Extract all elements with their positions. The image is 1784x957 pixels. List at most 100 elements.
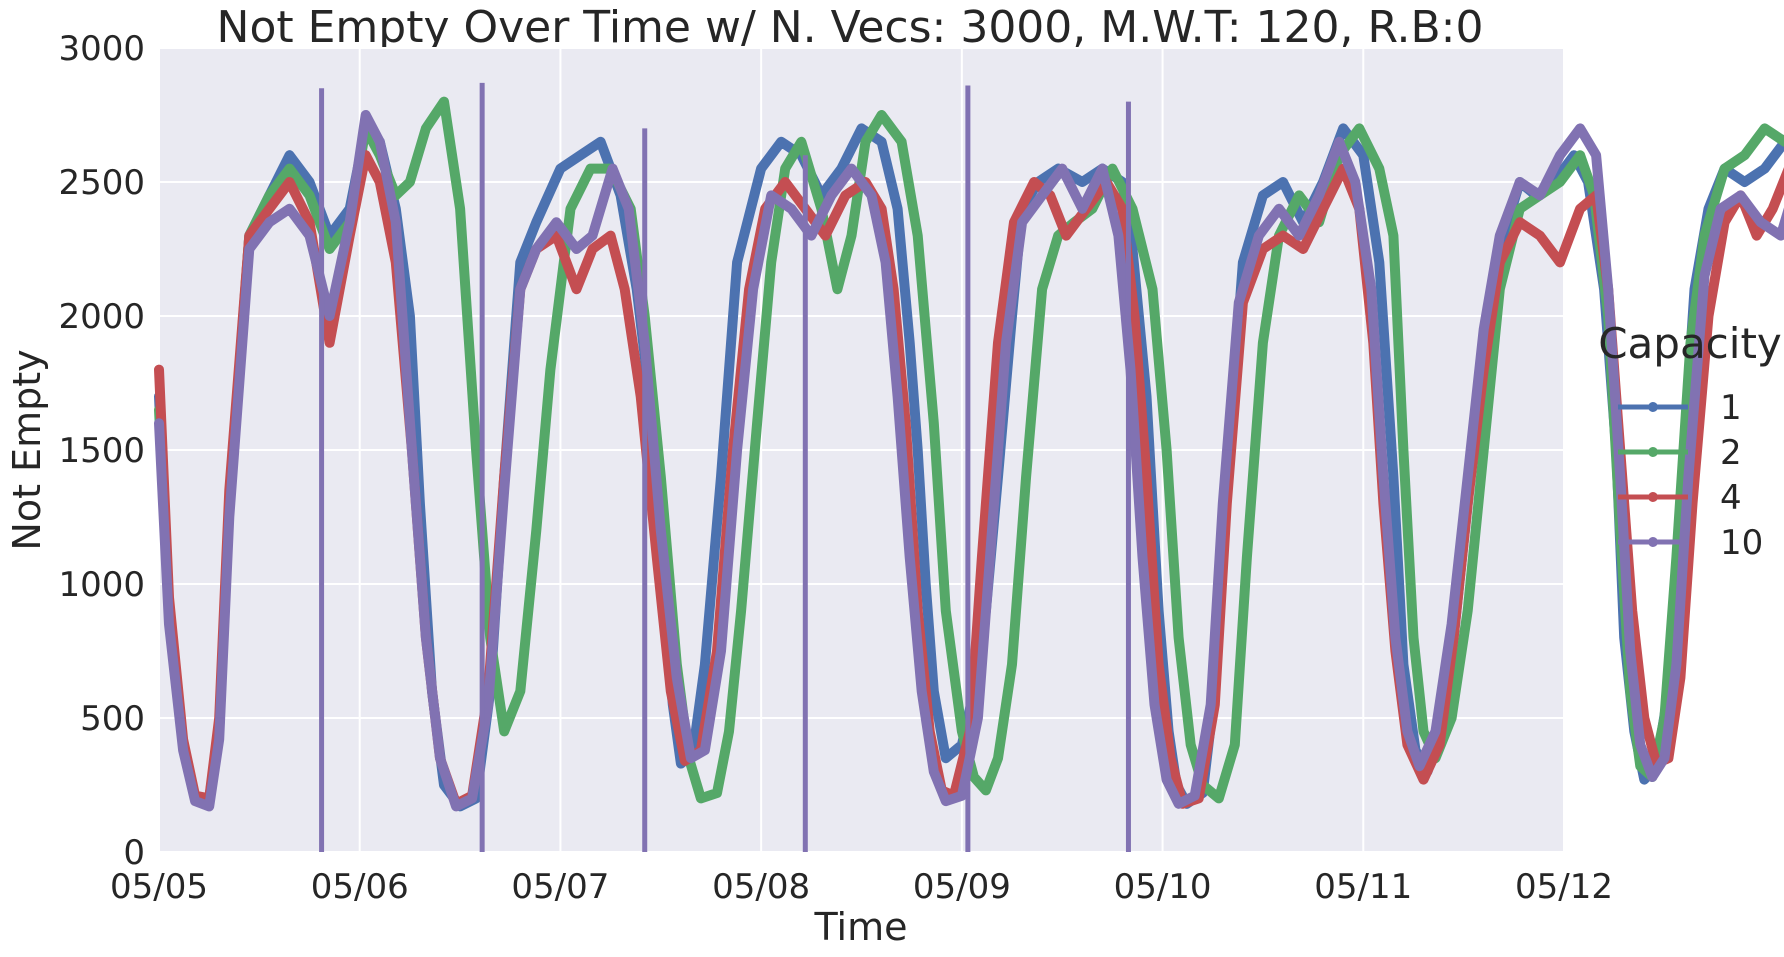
data-point	[556, 164, 565, 173]
data-point	[191, 797, 200, 806]
data-point	[285, 204, 294, 213]
y-tick-label: 2000	[58, 297, 145, 337]
data-point	[305, 218, 314, 227]
x-tick-label: 05/05	[110, 867, 208, 907]
data-point	[1008, 660, 1016, 669]
data-point	[941, 606, 950, 615]
data-point	[546, 365, 555, 374]
data-point	[1148, 285, 1157, 294]
data-point	[407, 446, 416, 454]
legend-marker	[1648, 447, 1658, 457]
data-point	[881, 258, 890, 267]
data-point	[225, 513, 234, 521]
data-point	[1704, 312, 1713, 320]
data-point	[1604, 285, 1613, 294]
series-10	[154, 82, 1784, 852]
data-point	[1258, 245, 1267, 253]
y-tick-label: 500	[80, 699, 145, 739]
data-point	[1776, 231, 1784, 240]
data-point	[1389, 472, 1398, 481]
data-point	[994, 338, 1002, 347]
data-point	[767, 191, 776, 200]
data-point	[1339, 124, 1348, 133]
data-point	[1206, 700, 1215, 709]
data-point	[781, 178, 790, 186]
data-point	[1535, 191, 1544, 200]
data-point	[391, 218, 400, 227]
data-point	[1556, 178, 1564, 186]
x-tick-label: 05/11	[1314, 867, 1412, 907]
data-point	[361, 111, 370, 119]
data-point	[1130, 312, 1139, 320]
data-point	[929, 687, 938, 696]
x-tick-label: 05/08	[712, 867, 810, 907]
data-point	[1058, 164, 1067, 173]
data-point	[877, 137, 886, 146]
data-point	[893, 204, 902, 213]
data-point	[1375, 164, 1384, 173]
data-point	[1295, 191, 1304, 200]
data-point	[957, 791, 966, 800]
data-point	[620, 285, 629, 294]
x-tick-label: 05/10	[1114, 867, 1212, 907]
data-point	[1242, 553, 1251, 562]
data-point	[325, 245, 334, 253]
data-point	[672, 673, 681, 682]
data-point	[1186, 740, 1195, 749]
data-point	[516, 258, 525, 267]
data-point	[345, 218, 354, 227]
data-point	[1431, 727, 1440, 736]
data-point	[1162, 446, 1171, 454]
data-point	[1038, 285, 1047, 294]
data-point	[452, 802, 461, 811]
data-point	[1672, 660, 1681, 669]
y-tick-label: 3000	[58, 29, 145, 69]
data-point	[797, 137, 806, 146]
data-point	[532, 526, 541, 535]
data-point	[155, 419, 163, 428]
data-point	[905, 553, 914, 562]
data-point	[1379, 472, 1388, 481]
y-tick-label: 2500	[58, 163, 145, 203]
y-axis-label: Not Empty	[5, 349, 49, 550]
data-point	[733, 258, 742, 267]
data-point	[1592, 151, 1601, 160]
data-point	[767, 258, 776, 267]
data-point	[749, 285, 758, 294]
data-point	[624, 204, 633, 213]
data-point	[969, 773, 978, 781]
data-point	[516, 687, 525, 696]
data-point	[1319, 204, 1328, 213]
data-point	[576, 151, 585, 160]
data-point	[1190, 791, 1199, 800]
data-point	[847, 164, 856, 173]
data-point	[608, 164, 617, 173]
data-point	[1515, 178, 1524, 186]
data-point	[1118, 204, 1127, 213]
data-point	[777, 137, 786, 146]
legend-title: Capacity	[1598, 319, 1782, 368]
data-point	[1166, 754, 1175, 763]
data-point	[265, 191, 274, 200]
data-point	[700, 746, 709, 755]
data-point	[1275, 204, 1283, 213]
data-point	[1238, 258, 1247, 267]
data-point	[1616, 472, 1625, 481]
data-point	[532, 245, 541, 253]
data-point	[827, 191, 836, 200]
data-point	[572, 245, 581, 253]
legend-marker	[1648, 402, 1658, 412]
data-point	[1556, 151, 1564, 160]
data-point	[1576, 124, 1585, 133]
data-point	[456, 204, 465, 213]
data-point	[305, 178, 314, 186]
legend: Capacity 1 2 4 10	[1598, 319, 1782, 563]
data-point	[1556, 258, 1564, 267]
data-point	[833, 285, 842, 294]
data-point	[484, 700, 493, 709]
data-point	[717, 647, 725, 655]
data-point	[861, 137, 870, 146]
data-point	[588, 245, 597, 253]
data-point	[436, 754, 444, 763]
